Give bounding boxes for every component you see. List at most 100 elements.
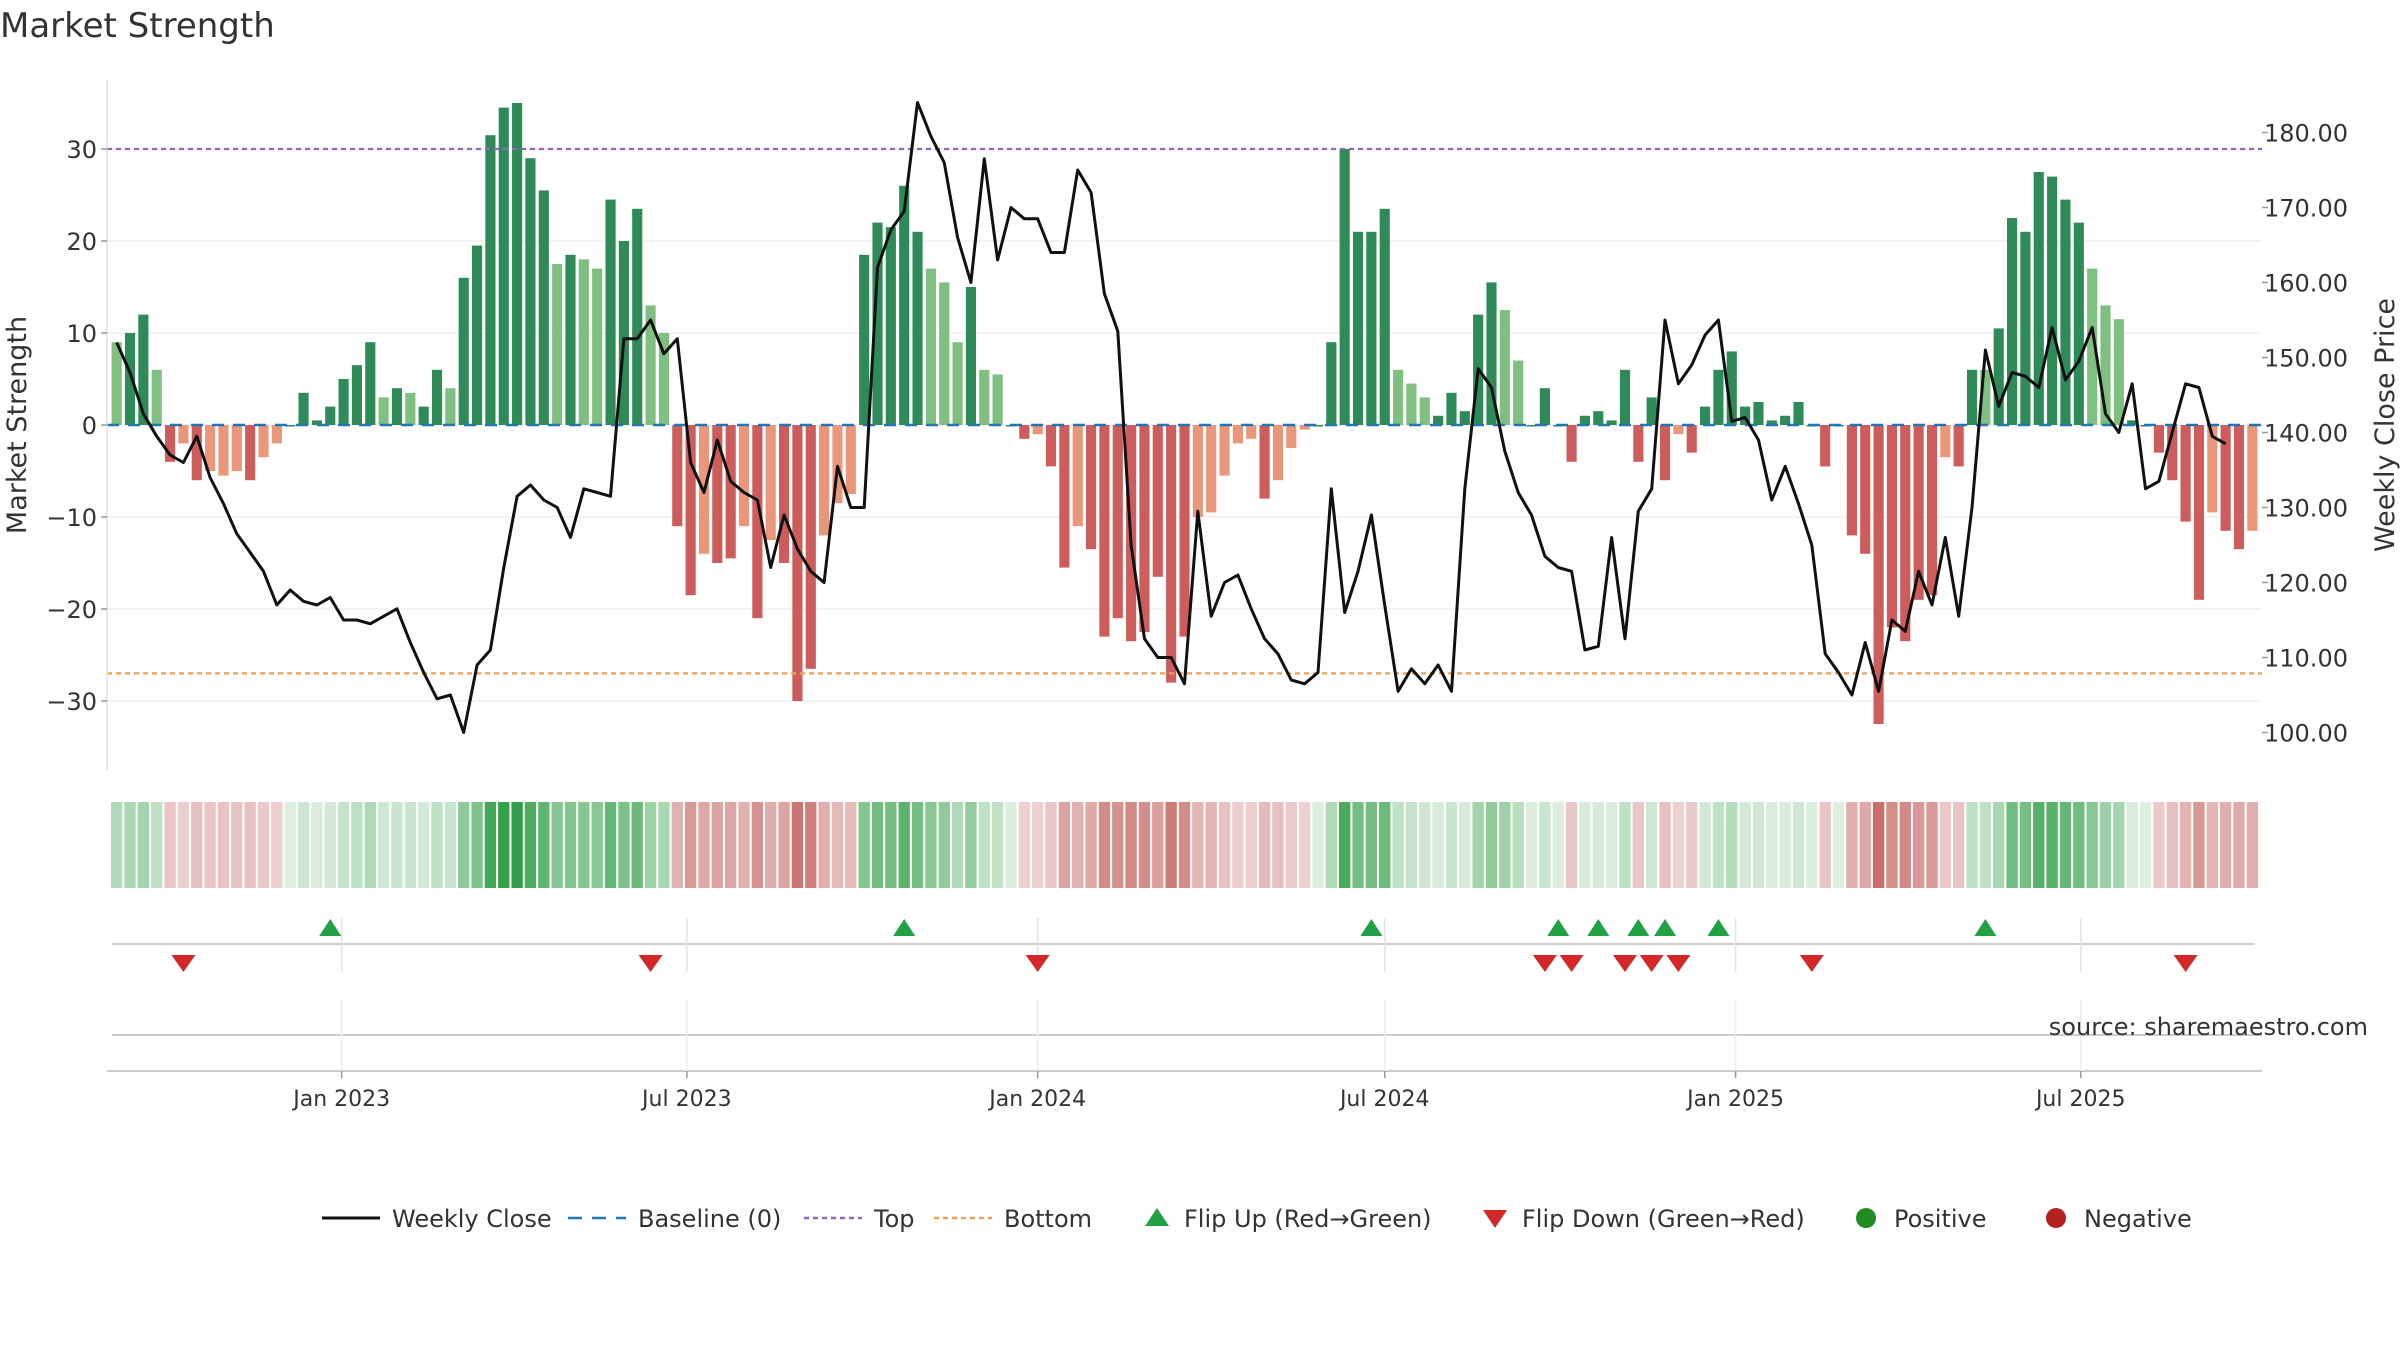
strength-bar (1085, 425, 1097, 550)
strength-bar (2220, 425, 2231, 531)
strength-bar (2153, 425, 2164, 453)
heatmap-cell (324, 802, 336, 888)
x-tick-label: Jan 2025 (1685, 1087, 1784, 1112)
strength-bar (738, 425, 750, 527)
heatmap-cell (1125, 802, 1137, 888)
legend-label: Top (873, 1205, 915, 1233)
heatmap-cell (991, 802, 1004, 888)
heatmap-cell (2113, 802, 2125, 888)
strength-bar (338, 379, 349, 425)
strength-bar (1673, 425, 1684, 435)
flip-down-marker (2173, 955, 2198, 972)
strength-bar (1045, 425, 1057, 467)
strength-bar (1246, 425, 1257, 439)
heatmap-cell (1752, 802, 1765, 888)
flip-down-marker (638, 955, 663, 972)
heatmap-cell (938, 802, 950, 888)
heatmap-cell (1886, 802, 1898, 888)
strength-bar (351, 365, 363, 425)
strength-bar (1352, 231, 1364, 425)
legend-label: Negative (2084, 1205, 2192, 1233)
heatmap-cell (1979, 802, 1992, 888)
strength-bar (1139, 425, 1150, 632)
heatmap-cell (351, 802, 363, 888)
strength-bar (471, 245, 483, 425)
legend-item: Negative (2046, 1205, 2192, 1233)
heatmap-cell (1245, 802, 1257, 888)
legend-label: Baseline (0) (638, 1205, 781, 1233)
strength-bar (1900, 425, 1911, 642)
heatmap-cell (2139, 802, 2152, 888)
strength-bar (1926, 425, 1938, 596)
heatmap-cell (1912, 802, 1925, 888)
bottom-panel: Jan 2023 Jul 2023 Jan 2024 Jul 2024 Jan 2025… (107, 1000, 2368, 1112)
strength-bar (538, 190, 549, 425)
heatmap-cell (1405, 802, 1418, 888)
heatmap-cell (818, 802, 830, 888)
strength-bar (859, 254, 870, 425)
strength-bar (2233, 425, 2245, 550)
heatmap-cell (204, 802, 216, 888)
heatmap-cell (604, 802, 617, 888)
strength-bar (1059, 425, 1070, 568)
bottom-gridlines (340, 1000, 2082, 1071)
strength-bar (1366, 231, 1377, 425)
strength-bar (1286, 425, 1297, 448)
strength-bar (258, 425, 269, 458)
strength-bar (979, 369, 990, 425)
heatmap-cell (2193, 802, 2205, 888)
strength-bar (1513, 360, 1524, 425)
strength-bar (1526, 425, 1537, 427)
heatmap-cell (1699, 802, 1711, 888)
heatmap-cell (871, 802, 884, 888)
y2-tick-label: 100.00 (2264, 720, 2348, 748)
legend-swatch (2046, 1208, 2066, 1228)
heatmap-cell (778, 802, 790, 888)
strength-bar (805, 425, 816, 669)
heatmap-cell (1178, 802, 1191, 888)
strength-bar (391, 388, 403, 425)
strength-bar (1886, 425, 1898, 628)
heatmap-cell (1766, 802, 1778, 888)
heatmap-cell (164, 802, 176, 888)
heatmap-cell (1806, 802, 1818, 888)
heatmap-cell (217, 802, 230, 888)
strength-bar (1232, 425, 1243, 444)
heatmap-cell (2233, 802, 2245, 888)
heatmap-cell (2166, 802, 2178, 888)
strength-bar (1339, 149, 1350, 425)
heatmap-cell (151, 802, 163, 888)
strength-bar (1406, 383, 1417, 425)
legend-item: Flip Down (Green→Red) (1483, 1205, 1805, 1233)
left-axis-ticks: 30 20 10 0 −10 −20 −30 (46, 136, 107, 716)
strength-bar (1032, 425, 1043, 435)
y2-tick-label: 150.00 (2264, 345, 2348, 373)
strength-bar (925, 268, 936, 425)
y-tick-label: 10 (66, 320, 97, 348)
heatmap-cell (471, 802, 483, 888)
strength-bar (645, 305, 656, 425)
y2-tick-label: 130.00 (2264, 495, 2348, 523)
legend-item: Top (804, 1205, 915, 1233)
heatmap-cell (2019, 802, 2032, 888)
heatmap-cell (1138, 802, 1151, 888)
strength-bar (2020, 231, 2031, 425)
strength-bar (1860, 425, 1871, 554)
heatmap-cell (231, 802, 243, 888)
strength-bar (512, 103, 523, 425)
heatmap-cell (1339, 802, 1351, 888)
strength-bar (2060, 199, 2071, 425)
flip-down-marker (1799, 955, 1824, 972)
strength-bar (1179, 425, 1190, 637)
strength-bar (1593, 411, 1604, 425)
heatmap-cell (751, 802, 764, 888)
heatmap-cell (391, 802, 403, 888)
heatmap-cell (551, 802, 563, 888)
heatmap-cell (738, 802, 750, 888)
heatmap-cell (831, 802, 844, 888)
strength-bar (1446, 392, 1457, 425)
heatmap-cell (1819, 802, 1831, 888)
strength-bar (1499, 310, 1510, 425)
heatmap-cell (191, 802, 203, 888)
heatmap-cell (2099, 802, 2112, 888)
